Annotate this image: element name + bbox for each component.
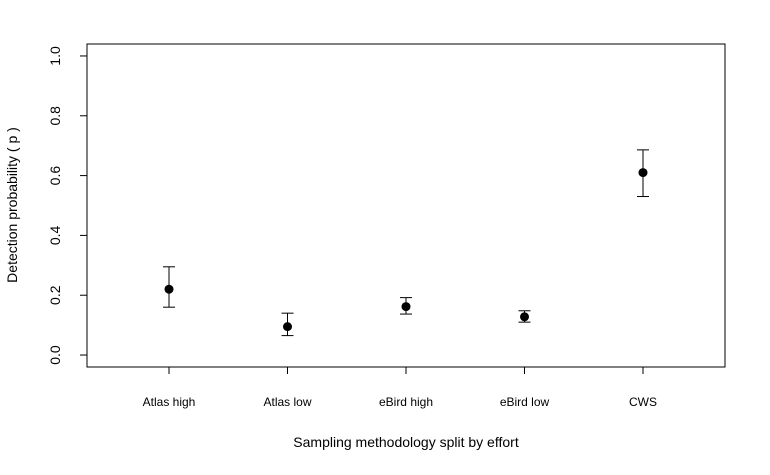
y-tick-label: 0.0 <box>47 345 63 365</box>
x-tick-label: CWS <box>629 395 657 409</box>
y-axis: 0.0 0.2 0.4 0.6 0.8 1.0 <box>47 46 87 365</box>
data-marks <box>163 149 649 337</box>
y-tick-label: 0.8 <box>47 106 63 126</box>
x-tick-label: eBird low <box>500 395 550 409</box>
plot-frame <box>86 43 726 368</box>
data-point <box>520 312 529 322</box>
x-axis: Atlas high Atlas low eBird high eBird low CW… <box>143 367 657 409</box>
x-axis-label: Sampling methodology split by effort <box>293 434 519 450</box>
y-tick-label: 1.0 <box>47 46 63 66</box>
x-tick-label: Atlas high <box>143 395 196 409</box>
x-tick-label: Atlas low <box>263 395 311 409</box>
data-point <box>164 284 174 294</box>
y-tick-label: 0.6 <box>47 166 63 186</box>
data-point <box>401 302 411 312</box>
y-tick-label: 0.4 <box>47 225 63 245</box>
y-tick-label: 0.2 <box>47 285 63 305</box>
data-point <box>638 168 648 178</box>
data-point <box>283 322 292 332</box>
y-axis-label: Detection probability ( p ) <box>4 127 20 283</box>
x-tick-label: eBird high <box>379 395 433 409</box>
